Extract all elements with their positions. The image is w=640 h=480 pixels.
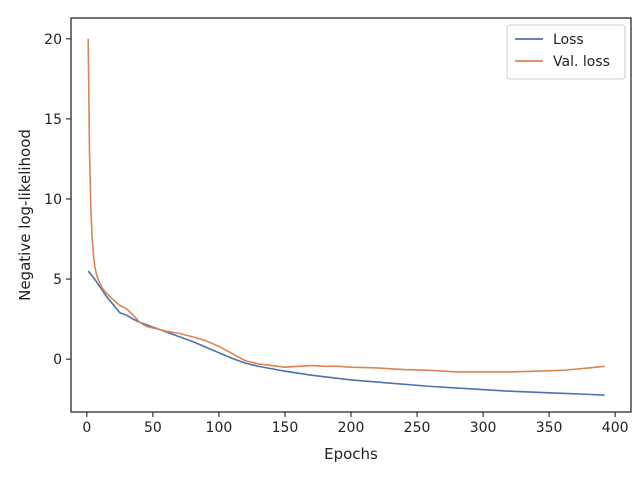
- axis-ticks: 0 50 100 150 200 250 300 350 400 0 5 10 15 20: [44, 32, 628, 436]
- y-axis-label: Negative log-likelihood: [16, 129, 34, 301]
- x-tick-label: 0: [82, 420, 91, 436]
- y-tick-label: 5: [53, 272, 62, 288]
- legend-label: Loss: [553, 32, 584, 48]
- y-tick-label: 20: [44, 32, 62, 48]
- x-tick-label: 150: [272, 420, 299, 436]
- x-axis-label: Epochs: [324, 445, 378, 463]
- legend: Loss Val. loss: [506, 24, 626, 80]
- x-tick-label: 350: [536, 420, 563, 436]
- x-tick-label: 100: [206, 420, 233, 436]
- series-line: [87, 270, 605, 396]
- y-tick-label: 10: [44, 192, 62, 208]
- x-tick-label: 300: [470, 420, 497, 436]
- plot-area: [87, 38, 605, 396]
- x-tick-label: 50: [144, 420, 162, 436]
- series-line: [87, 38, 605, 373]
- x-tick-label: 250: [404, 420, 431, 436]
- x-tick-label: 200: [338, 420, 365, 436]
- x-tick-label: 400: [602, 420, 629, 436]
- y-tick-label: 0: [53, 352, 62, 368]
- legend-label: Val. loss: [553, 54, 610, 70]
- y-tick-label: 15: [44, 112, 62, 128]
- axes-frame: [70, 17, 632, 413]
